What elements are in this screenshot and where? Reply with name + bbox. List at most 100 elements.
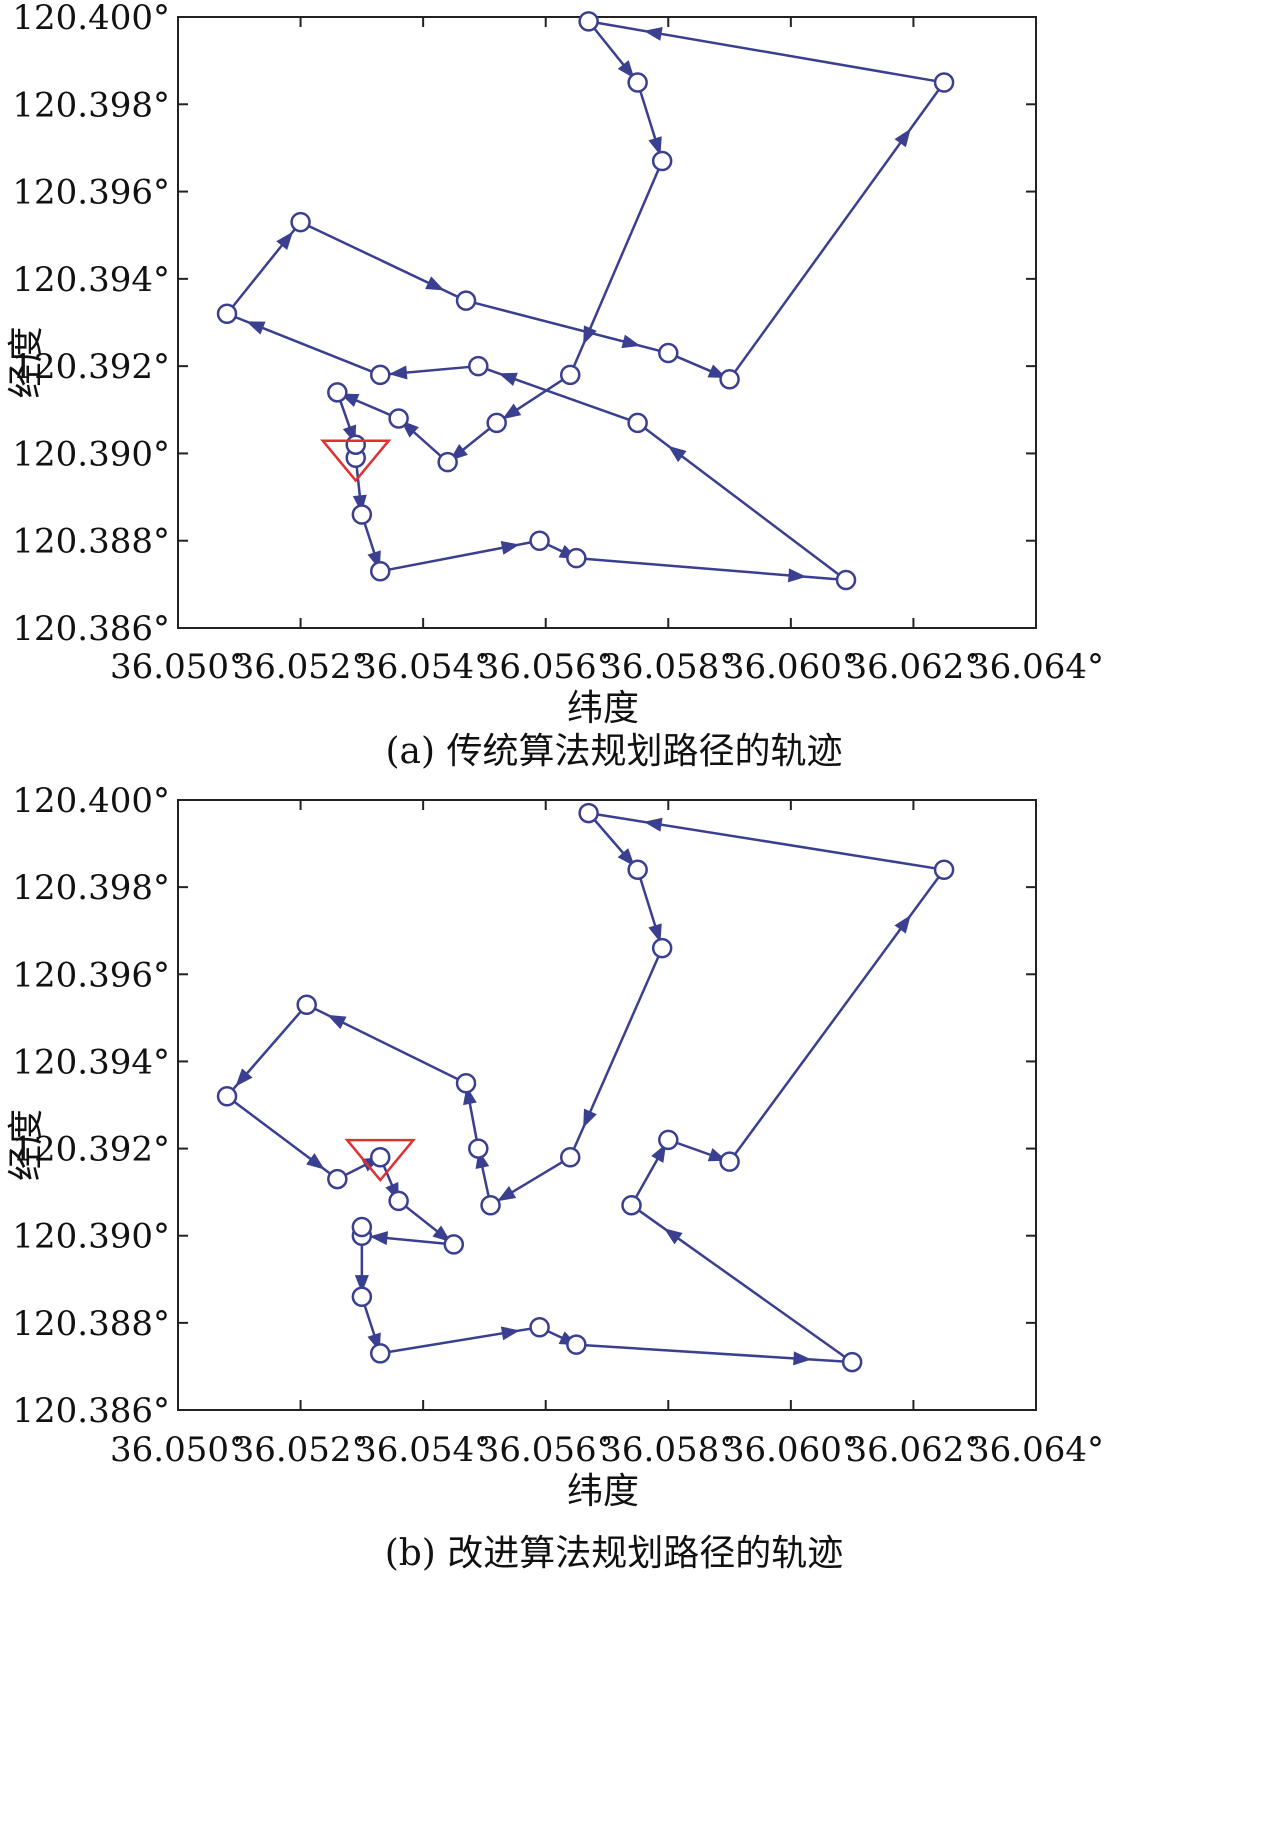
waypoint-marker	[627, 859, 648, 880]
direction-arrow	[352, 494, 367, 514]
waypoint-marker	[627, 412, 648, 434]
start-marker	[320, 439, 392, 483]
y-axis-title: 经度	[6, 1109, 47, 1181]
waypoint-marker	[437, 451, 458, 473]
waypoint-marker	[369, 1147, 391, 1168]
panel-b: 36.050°36.052°36.054°36.056°36.058°36.06…	[6, 781, 1104, 1574]
y-tick-label: 120.396°	[12, 955, 170, 995]
direction-arrow	[648, 136, 662, 156]
y-tick-label: 120.386°	[12, 609, 170, 649]
waypoint-marker	[651, 937, 673, 959]
y-tick-label: 120.398°	[12, 85, 170, 125]
x-tick-label: 36.060°	[723, 647, 859, 687]
panel-caption: (a) 传统算法规划路径的轨迹	[386, 731, 843, 772]
x-tick-label: 36.062°	[845, 1430, 981, 1470]
y-tick-label: 120.388°	[12, 1304, 170, 1344]
y-tick-label: 120.394°	[12, 260, 170, 300]
waypoint-marker	[468, 1138, 489, 1159]
y-tick-label: 120.390°	[12, 1217, 170, 1257]
x-tick-label: 36.064°	[968, 647, 1104, 687]
y-tick-label: 120.400°	[12, 0, 170, 38]
waypoint-marker	[216, 1086, 238, 1107]
waypoint-marker	[327, 1168, 348, 1190]
x-axis-title: 纬度	[567, 1471, 639, 1512]
direction-arrow	[388, 365, 408, 380]
direction-arrow	[643, 817, 663, 832]
direction-arrow	[648, 923, 662, 943]
direction-arrow	[787, 568, 807, 583]
plot-frame	[177, 799, 1037, 1411]
waypoint-marker	[529, 530, 550, 551]
x-tick-label: 36.054°	[355, 1430, 491, 1470]
direction-arrow	[643, 26, 663, 41]
direction-arrow	[306, 1153, 325, 1170]
direction-arrow	[235, 1068, 253, 1087]
start-marker	[344, 1138, 416, 1183]
y-tick-label: 120.394°	[12, 1042, 170, 1082]
direction-arrow	[667, 445, 687, 463]
y-tick-label: 120.388°	[12, 522, 170, 562]
y-tick-label: 120.398°	[12, 868, 170, 908]
waypoint-marker	[388, 408, 409, 429]
direction-arrow	[651, 1143, 667, 1163]
y-tick-label: 120.396°	[12, 173, 170, 213]
y-tick-label: 120.390°	[12, 434, 170, 474]
x-tick-label: 36.064°	[968, 1430, 1104, 1470]
panel-a: 36.050°36.052°36.054°36.056°36.058°36.06…	[6, 0, 1104, 772]
y-axis-title: 经度	[6, 326, 47, 398]
waypoint-marker	[651, 150, 673, 172]
x-tick-label: 36.056°	[478, 1430, 614, 1470]
direction-arrow	[894, 915, 911, 934]
waypoint-marker	[455, 290, 477, 311]
waypoint-marker	[658, 342, 679, 364]
direction-arrow	[793, 1351, 812, 1366]
direction-arrow	[498, 372, 518, 386]
waypoint-marker	[933, 72, 955, 93]
x-axis-title: 纬度	[567, 688, 639, 729]
plot-frame	[177, 16, 1037, 629]
waypoint-marker	[578, 802, 599, 824]
direction-arrow	[502, 403, 522, 420]
x-tick-label: 36.052°	[233, 1430, 369, 1470]
waypoint-marker	[559, 364, 581, 386]
direction-arrow	[621, 334, 641, 349]
waypoint-marker	[578, 11, 599, 32]
direction-arrow	[617, 848, 635, 867]
x-tick-label: 36.050°	[110, 647, 246, 687]
waypoint-marker	[345, 434, 366, 455]
waypoint-marker	[351, 1286, 373, 1307]
y-tick-label: 120.392°	[12, 1130, 170, 1170]
direction-arrow	[276, 231, 293, 251]
waypoint-marker	[480, 1194, 501, 1216]
waypoint-marker	[388, 1190, 409, 1212]
direction-arrow	[354, 1275, 369, 1294]
waypoint-marker	[841, 1351, 863, 1373]
waypoint-marker	[369, 1343, 391, 1364]
waypoint-marker	[216, 303, 238, 325]
waypoint-marker	[369, 561, 391, 582]
direction-arrow	[246, 321, 266, 335]
waypoint-marker	[566, 547, 587, 569]
waypoint-marker	[369, 364, 391, 386]
y-tick-label: 120.386°	[12, 1391, 170, 1431]
waypoint-marker	[621, 1194, 642, 1216]
waypoint-marker	[296, 994, 317, 1016]
direction-arrow	[497, 1185, 517, 1202]
waypoint-marker	[835, 569, 857, 591]
direction-arrow	[369, 1231, 389, 1246]
waypoint-marker	[719, 368, 740, 390]
direction-arrow	[500, 541, 520, 555]
direction-arrow	[425, 276, 445, 291]
direction-arrow	[663, 1228, 683, 1245]
waypoint-marker	[351, 1216, 373, 1238]
direction-arrow	[327, 1014, 347, 1030]
direction-arrow	[894, 128, 911, 148]
waypoint-marker	[658, 1129, 679, 1151]
waypoint-marker	[455, 1072, 477, 1094]
direction-arrow	[583, 1108, 597, 1128]
x-tick-label: 36.050°	[110, 1430, 246, 1470]
waypoint-marker	[468, 355, 489, 377]
waypoint-marker	[627, 72, 648, 93]
x-tick-label: 36.056°	[478, 647, 614, 687]
